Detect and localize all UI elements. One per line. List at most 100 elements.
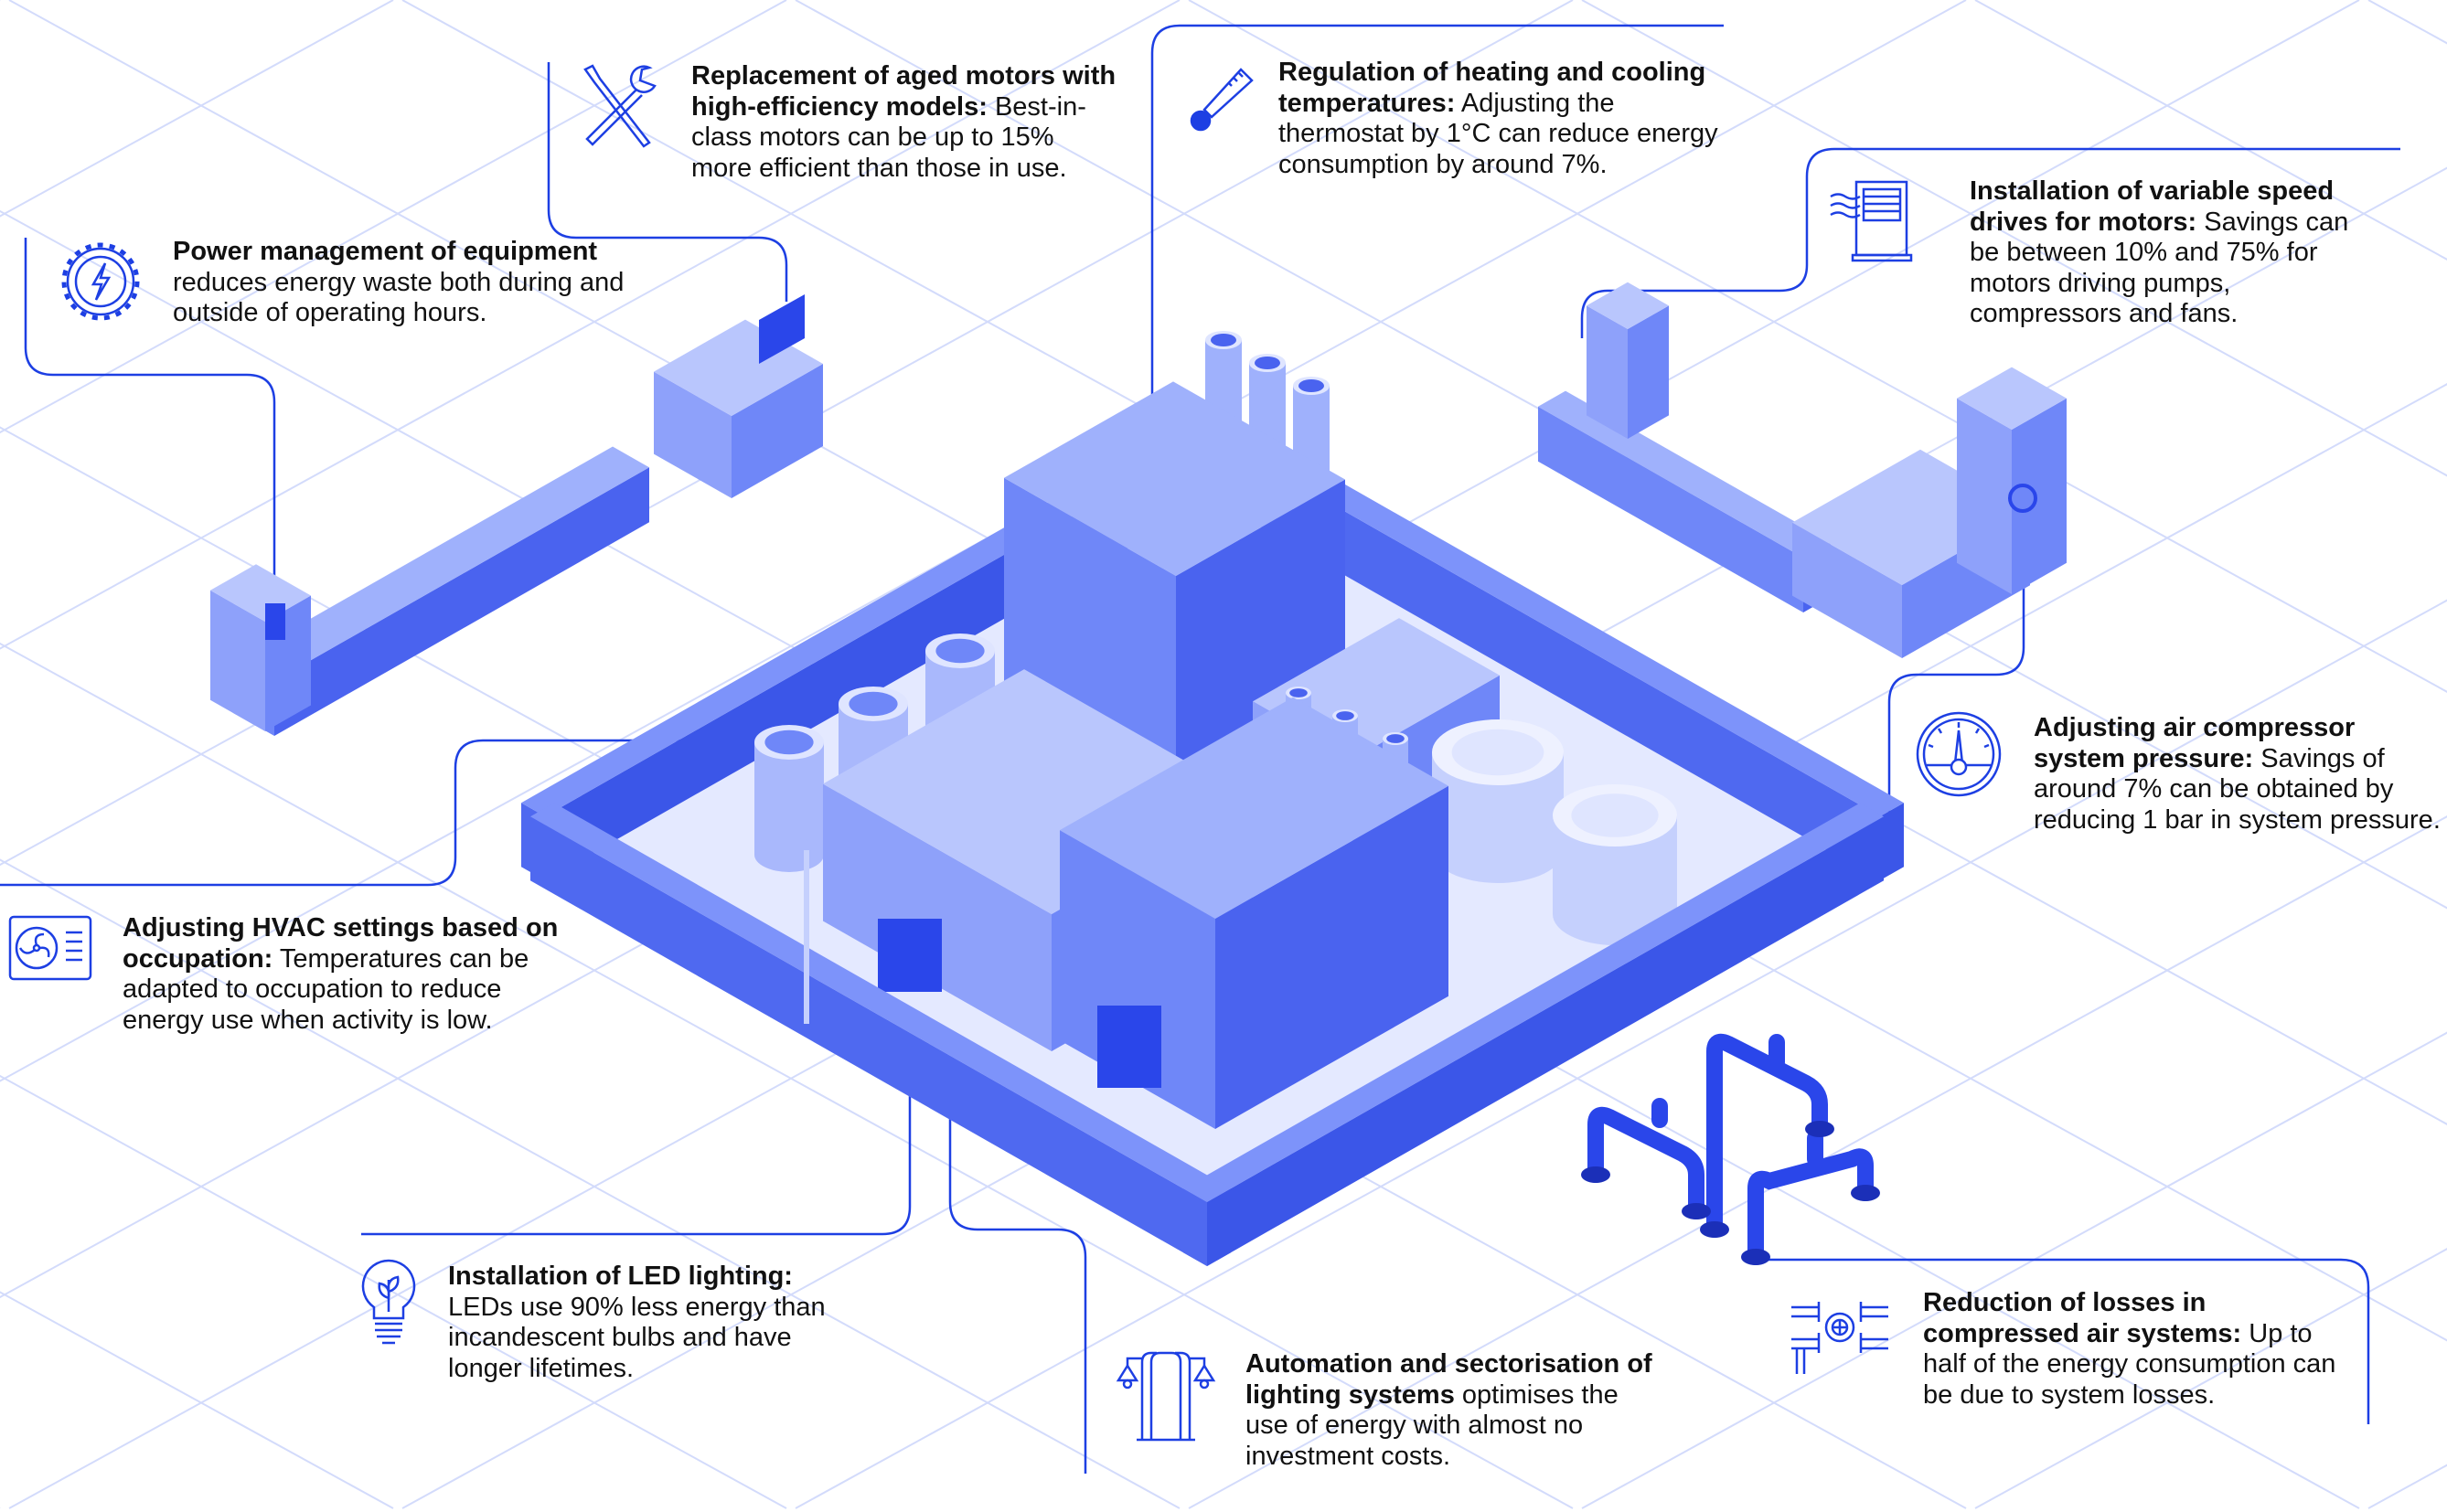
callout-body: Adjusting the thermostat by 1°C can redu… <box>1278 88 1718 179</box>
compressed-air-pipe <box>1651 1034 1823 1167</box>
callout-connector-lines <box>0 24 2400 1474</box>
lathe-head-top-face <box>1957 367 2067 430</box>
thermometer-icon <box>1190 68 1254 132</box>
left-machine <box>210 564 311 731</box>
callout-hvac-settings: Adjusting HVAC settings based on occupat… <box>123 913 561 1036</box>
grid-line <box>0 1074 787 1509</box>
left-machine-top-face <box>210 564 311 622</box>
garage-door <box>878 919 942 992</box>
callout-body: Savings can be between 10% and 75% for m… <box>1970 207 2349 329</box>
callout-led-lighting: Installation of LED lighting: LEDs use 9… <box>448 1262 864 1384</box>
callout-lighting-automation: Automation and sectorisation of lighting… <box>1245 1349 1652 1472</box>
front-left-wall-right-face <box>1207 1188 1231 1266</box>
compressed-air-pipe <box>1587 1106 1704 1219</box>
callout-body: Temperatures can be adapted to occupatio… <box>123 943 529 1035</box>
hvac-fan-icon <box>8 915 92 981</box>
top-machine-right-face <box>732 364 823 498</box>
silo-base <box>754 837 824 872</box>
callout-title: Adjusting air compressor system pressure… <box>2034 713 2356 773</box>
grid-line <box>1974 1248 2447 1509</box>
callout-body: reduces energy waste both during and out… <box>173 267 625 328</box>
callout-body: Savings of around 7% can be obtained by … <box>2034 743 2441 835</box>
callout-title: Installation of variable speed drives fo… <box>1970 176 2335 237</box>
callout-motor-replacement: Replacement of aged motors with high-eff… <box>691 61 1121 184</box>
storage-tank-opening <box>1451 729 1544 776</box>
storage-tank-base <box>1432 817 1564 883</box>
street-lamp-icon <box>1116 1351 1216 1442</box>
callout-title: Reduction of losses in compressed air sy… <box>1923 1288 2242 1348</box>
silo-body <box>754 742 824 855</box>
left-conveyor-right-face <box>274 467 649 736</box>
top-machine-left-face <box>654 371 732 498</box>
front-right-wall-right-face <box>1207 816 1884 1266</box>
grid-line <box>795 599 2447 1509</box>
connector-line <box>24 238 276 631</box>
machine-screen <box>759 294 805 364</box>
back-right-wall-left-face <box>1203 431 1880 880</box>
front-right-wall-top-face <box>1183 803 1884 1202</box>
callout-body: Best-in-class motors can be up to 15% mo… <box>691 91 1086 183</box>
pipe-flange <box>1851 1185 1880 1201</box>
callout-title: Replacement of aged motors with high-eff… <box>691 61 1117 122</box>
callout-air-compressor-pressure: Adjusting air compressor system pressure… <box>2034 713 2441 836</box>
callout-title: Power management of equipment <box>173 237 598 266</box>
lathe-head <box>1957 367 2067 594</box>
wrench-screwdriver-icon <box>583 64 657 148</box>
pipe-flange <box>1700 1221 1729 1238</box>
chimney-opening <box>1255 357 1280 369</box>
grid-line <box>0 0 394 218</box>
callout-body: LEDs use 90% less energy than incandesce… <box>448 1292 826 1383</box>
back-right-wall <box>1203 417 1904 880</box>
storage-tank <box>1432 719 1564 883</box>
connector-line <box>948 1006 1087 1474</box>
callout-title: Adjusting HVAC settings based on occupat… <box>123 913 559 974</box>
callout-title: Regulation of heating and cooling temper… <box>1278 58 1706 118</box>
front-left-wall <box>530 803 1231 1266</box>
right-machine-left-face <box>1587 305 1628 439</box>
grid-line <box>0 0 1574 867</box>
connector-line <box>547 62 788 302</box>
silo-opening <box>849 691 898 717</box>
top-machine <box>654 319 823 498</box>
callout-temperature-regulation: Regulation of heating and cooling temper… <box>1278 58 1740 180</box>
callout-body: optimises the use of energy with almost … <box>1245 1379 1619 1471</box>
storage-tank <box>1553 784 1677 945</box>
compressed-air-pipe-icon <box>1791 1302 1888 1374</box>
grid-line <box>1581 1031 2447 1509</box>
front-left-wall-top-face <box>530 803 1231 1202</box>
small-chimney-opening <box>1289 688 1308 697</box>
back-right-wall-top-face <box>1203 417 1904 816</box>
callout-variable-speed-drives: Installation of variable speed drives fo… <box>1970 176 2381 330</box>
right-machine <box>1587 282 1669 439</box>
right-machine-top-face <box>1587 282 1669 329</box>
pressure-gauge-icon <box>1916 711 2002 797</box>
grid-line <box>0 0 1967 1082</box>
connector-line <box>1150 24 1724 411</box>
gear-lightning-icon <box>61 242 140 321</box>
lathe-wheel <box>2008 484 2037 513</box>
variable-speed-drive-icon <box>1830 180 1913 262</box>
pipe-flange <box>1682 1203 1711 1219</box>
silo-opening <box>935 638 985 664</box>
small-chimney-opening <box>1336 711 1354 720</box>
compressed-air-pipe <box>1747 1148 1874 1265</box>
right-conveyor-top-face <box>1538 390 1831 558</box>
storage-tank-opening <box>1571 793 1659 837</box>
grid-line <box>0 1291 394 1509</box>
chimney-opening <box>1298 379 1324 392</box>
grid-line <box>1188 0 2447 693</box>
lathe-base-left-face <box>1792 522 1902 658</box>
grid-line <box>0 0 1181 650</box>
pipe-flange <box>1741 1249 1770 1265</box>
left-machine-left-face <box>210 590 265 731</box>
connector-line <box>1887 516 2025 855</box>
silo <box>754 725 824 872</box>
pipe-flange <box>1805 1121 1834 1137</box>
back-right-wall-right-face <box>1880 803 1904 880</box>
led-bulb-icon <box>361 1259 416 1345</box>
connector-line <box>0 739 786 887</box>
connector-line <box>361 1015 912 1236</box>
callout-title: Installation of LED lighting: <box>448 1262 793 1291</box>
right-conveyor-left-face <box>1538 406 1803 612</box>
